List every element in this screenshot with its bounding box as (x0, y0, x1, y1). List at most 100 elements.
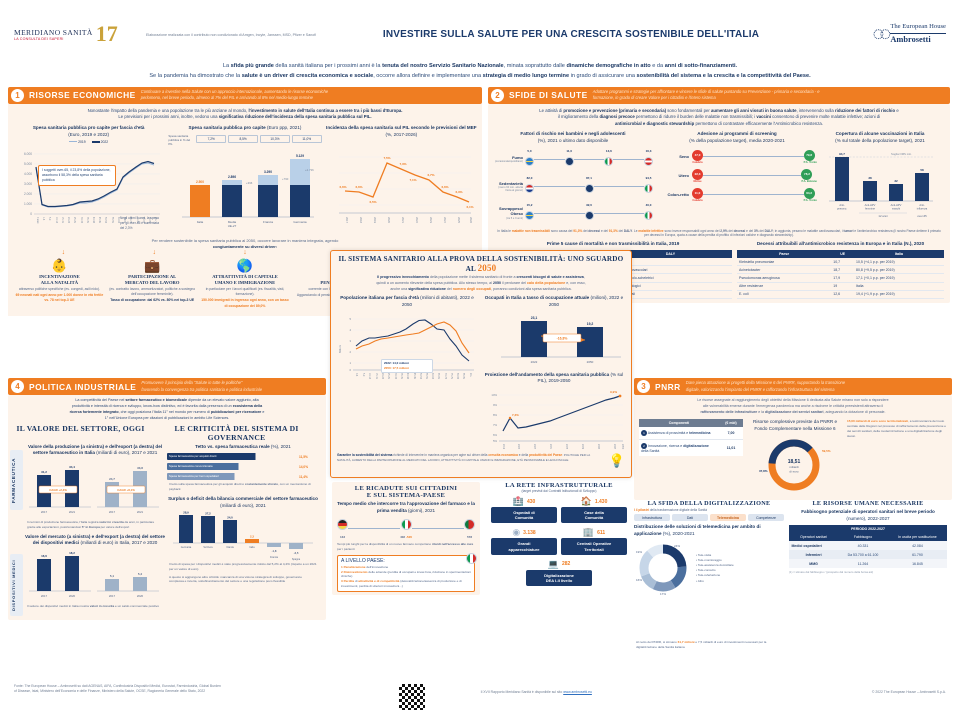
pillar-telemedicina[interactable]: Telemedicina (710, 514, 746, 521)
hr-period-header: PERIODO 2022-2027 (789, 525, 947, 534)
risk-point-3: 16,3 (644, 149, 654, 171)
svg-text:7,3%: 7,3% (399, 162, 406, 166)
country-item-2: 2 Disinvestimento delle aziende (perdita… (341, 569, 471, 579)
screening-points-utero: 22,3 Molise 78,2 P.A. Bolzano (692, 168, 817, 183)
citizens-dotplot: 133 402 -526 578 (337, 517, 475, 539)
svg-text:miliardi: miliardi (789, 465, 799, 469)
screening-low-colon: 11,0 Calabria (692, 187, 703, 202)
svg-text:2019: 2019 (373, 217, 377, 223)
subhead-criticita-governance: LE CRITICITÀ DEL SISTEMA DI GOVERNANCE (174, 423, 299, 442)
hr-th-2: In uscita per sostituzione (887, 533, 947, 542)
governance-rows: Spesa farmaceutica per acquisti diretti … (167, 453, 319, 481)
svg-text:2050: 2050 (621, 444, 623, 450)
donut-label-1: 37,8% (759, 469, 768, 473)
table-row: Altre resistenze 19 Italia (737, 282, 944, 291)
svg-text:3.290: 3.290 (264, 170, 272, 174)
svg-text:40-44: 40-44 (92, 217, 94, 224)
screening-label-seno: Seno (679, 154, 689, 159)
risk-label-sovrappeso: Sovrappeso/ Obeso (tra 5 e 9 anni) (498, 206, 523, 220)
svg-text:94,7: 94,7 (839, 152, 845, 156)
chart2-pct-values: 7,2% 8,5% 10,3% 11,0% (196, 134, 322, 143)
section-3-body: Componenti (€ mld) 1 Assistenza di pross… (639, 419, 947, 495)
pnrr-components-table: Componenti (€ mld) 1 Assistenza di pross… (639, 419, 743, 457)
hr-th-1: Fabbisogno (838, 533, 888, 542)
hr-chart-title: Fabbisogno potenziale di operatori sanit… (801, 509, 935, 521)
risk-label-fumo: Fumo (occasionale/quotidiano) (494, 155, 523, 164)
intro-l1-e: , minata soprattutto dalle (503, 63, 567, 69)
donut-title: Risorse complessive previste da PNRR e Fo… (753, 419, 837, 431)
svg-text:2022: 2022 (531, 360, 538, 364)
hospital-icon: 🏥 (512, 496, 524, 506)
ambrosetti-website-link[interactable]: www.ambrosetti.eu (563, 690, 592, 694)
infra-item-apparecchiature: ◉ 3.138 Grandi apparecchiature (491, 527, 557, 555)
governance-note-1: Il tetto sulla spesa farmaceutica per gl… (169, 482, 311, 492)
chart2-pct-2: 10,3% (259, 134, 290, 143)
svg-text:31,2: 31,2 (41, 470, 47, 474)
svg-text:20-24: 20-24 (67, 217, 69, 224)
risk-rows: Fumo (occasionale/quotidiano) 5,0 11,0 1… (493, 149, 654, 225)
svg-text:2023: 2023 (517, 444, 519, 450)
svg-text:58: 58 (920, 168, 924, 172)
screening-high-region: P.A. Trento (803, 160, 817, 164)
pnrr-donut: Risorse complessive previste da PNRR e Fo… (747, 419, 843, 495)
svg-text:2039: 2039 (581, 444, 583, 450)
svg-text:80-84: 80-84 (456, 373, 458, 380)
infra-value-4: 282 (561, 561, 571, 568)
connector-line (613, 158, 645, 161)
svg-text:0: 0 (349, 368, 351, 372)
country-item-3: 3 Perdita di attrattività e di competiti… (341, 579, 462, 588)
qr-code-icon[interactable] (399, 684, 426, 710)
pillar-competenze[interactable]: Competenze (748, 514, 784, 521)
intro-l1-h: anni di sotto-finanziamenti. (664, 63, 738, 69)
svg-text:23,1: 23,1 (531, 316, 538, 320)
infra-item-digitalizzazione: 💻 282 Digitalizzazione DEA I-II livello (526, 559, 592, 587)
section-4-banner: 4 POLITICA INDUSTRIALE Promuovere il pri… (8, 378, 326, 395)
footer-source-l1: Fonte: The European House – Ambrosetti s… (14, 684, 221, 688)
screening-rows: Seno 47,0 Calabria 79,8 P.A (657, 149, 817, 202)
chart2-subtitle: (Euro ppp, 2021) (266, 125, 302, 131)
central-note-d: e della (517, 452, 530, 457)
screening-chart-title: Adesione ai programmi di screening (% de… (689, 131, 785, 143)
pillar-infrastruttura[interactable]: Infrastruttura (634, 514, 670, 521)
svg-text:24,0: 24,0 (227, 516, 233, 520)
svg-text:2017: 2017 (41, 510, 48, 514)
svg-text:45-49: 45-49 (98, 217, 100, 224)
infra-value-3: 611 (597, 529, 606, 536)
s1-l2a: Le previsioni per i prossimi anni, inolt… (118, 114, 219, 120)
devices-note: Il settore dei dispositivi medici in Ita… (27, 603, 160, 608)
svg-text:27,2: 27,2 (205, 512, 211, 516)
svg-text:0: 0 (30, 212, 32, 216)
svg-text:6,1%: 6,1% (466, 205, 473, 209)
pillar-dati[interactable]: Dati (672, 514, 708, 521)
svg-text:5,4: 5,4 (138, 572, 143, 576)
flag-icon-italia-badge (466, 551, 477, 569)
pop-annotation-2050: 2050: 17,5 milioni (384, 365, 409, 370)
table-row: Acinetobacter 18,7 80,8 (+9,5 p.p. per 201… (737, 265, 944, 275)
svg-text:5-9: 5-9 (48, 217, 50, 221)
table-row: Infermieri Da 53.700 a 61.100 61.790 (789, 550, 947, 560)
svg-text:Italia: Italia (249, 546, 255, 549)
section-3-intro: Le risorse assegnate al raggiungimento d… (639, 398, 947, 415)
svg-text:pneumo.: pneumo. (837, 207, 847, 210)
svg-text:Germania: Germania (181, 546, 192, 549)
screening-high-seno: 79,8 P.A. Trento (803, 149, 817, 164)
svg-text:Italia: Italia (197, 220, 204, 224)
connector-line (573, 158, 605, 161)
infra-title: LA RETE INFRASTRUTTURALE (505, 482, 613, 489)
pnrr-th-1: (€ mld) (719, 419, 743, 428)
svg-text:5.129: 5.129 (296, 154, 304, 158)
hr-th-0: Operatori sanitari (789, 533, 839, 542)
bullet-icon-1: 1 (641, 430, 647, 437)
citizens-value-0: 133 (339, 535, 345, 540)
amr-table: Paese UE Italia Klebsiella pneumoniae 10,7 1… (737, 250, 944, 300)
section-4-subheads: IL VALORE DEL SETTORE, OGGI LE CRITICITÀ… (8, 424, 326, 442)
citizens-value-1: 402 -526 (400, 535, 412, 540)
chart2-pct-1: 8,5% (228, 134, 258, 143)
section-3-subtitle: Dare piena attuazione ai progetti della … (686, 380, 845, 392)
vax-svg: Soglia OMS min. 94,7 38 32 58 Anti-pneum… (829, 152, 933, 218)
chart1-side-note: Negli ultimi 5 anni, la spesa per gli ov… (120, 215, 159, 230)
screening-low-utero: 22,3 Molise (692, 168, 703, 183)
intro-line-2: Se la pandemia ha dimostrato che la salu… (26, 72, 934, 82)
svg-text:2026: 2026 (469, 217, 473, 223)
